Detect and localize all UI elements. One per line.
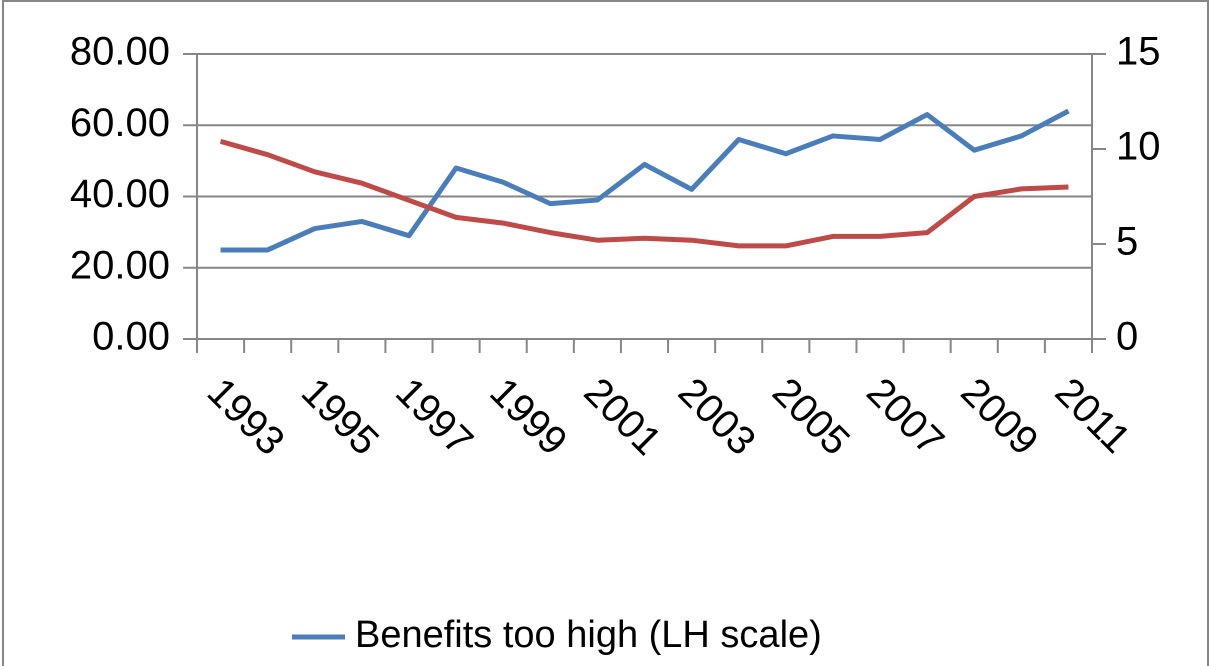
x-tick-label: 2003 (670, 370, 764, 464)
x-tick-label: 2001 (576, 370, 670, 464)
y-tick-label: 0.00 (92, 315, 170, 359)
y2-tick-label: 10 (1116, 125, 1161, 169)
y2-tick-label: 15 (1116, 30, 1161, 74)
x-tick-label: 2011 (1047, 370, 1139, 462)
x-tick-label: 1995 (293, 370, 387, 464)
legend-label: Benefits too high (LH scale) (355, 614, 822, 656)
x-tick-label: 1999 (481, 370, 575, 464)
x-tick-label: 2007 (858, 370, 952, 464)
y2-tick-label: 5 (1116, 220, 1138, 264)
y-tick-label: 40.00 (70, 172, 170, 216)
y-tick-label: 20.00 (70, 243, 170, 287)
x-tick-label: 2009 (952, 370, 1046, 464)
y-tick-label: 60.00 (70, 101, 170, 145)
y-tick-label: 80.00 (70, 30, 170, 74)
series-line (219, 138, 1069, 249)
x-tick-label: 2005 (764, 370, 858, 464)
x-tick-label: 1993 (199, 370, 293, 464)
series-line (220, 108, 1070, 253)
y2-tick-label: 0 (1116, 315, 1138, 359)
x-tick-label: 1997 (387, 370, 481, 464)
